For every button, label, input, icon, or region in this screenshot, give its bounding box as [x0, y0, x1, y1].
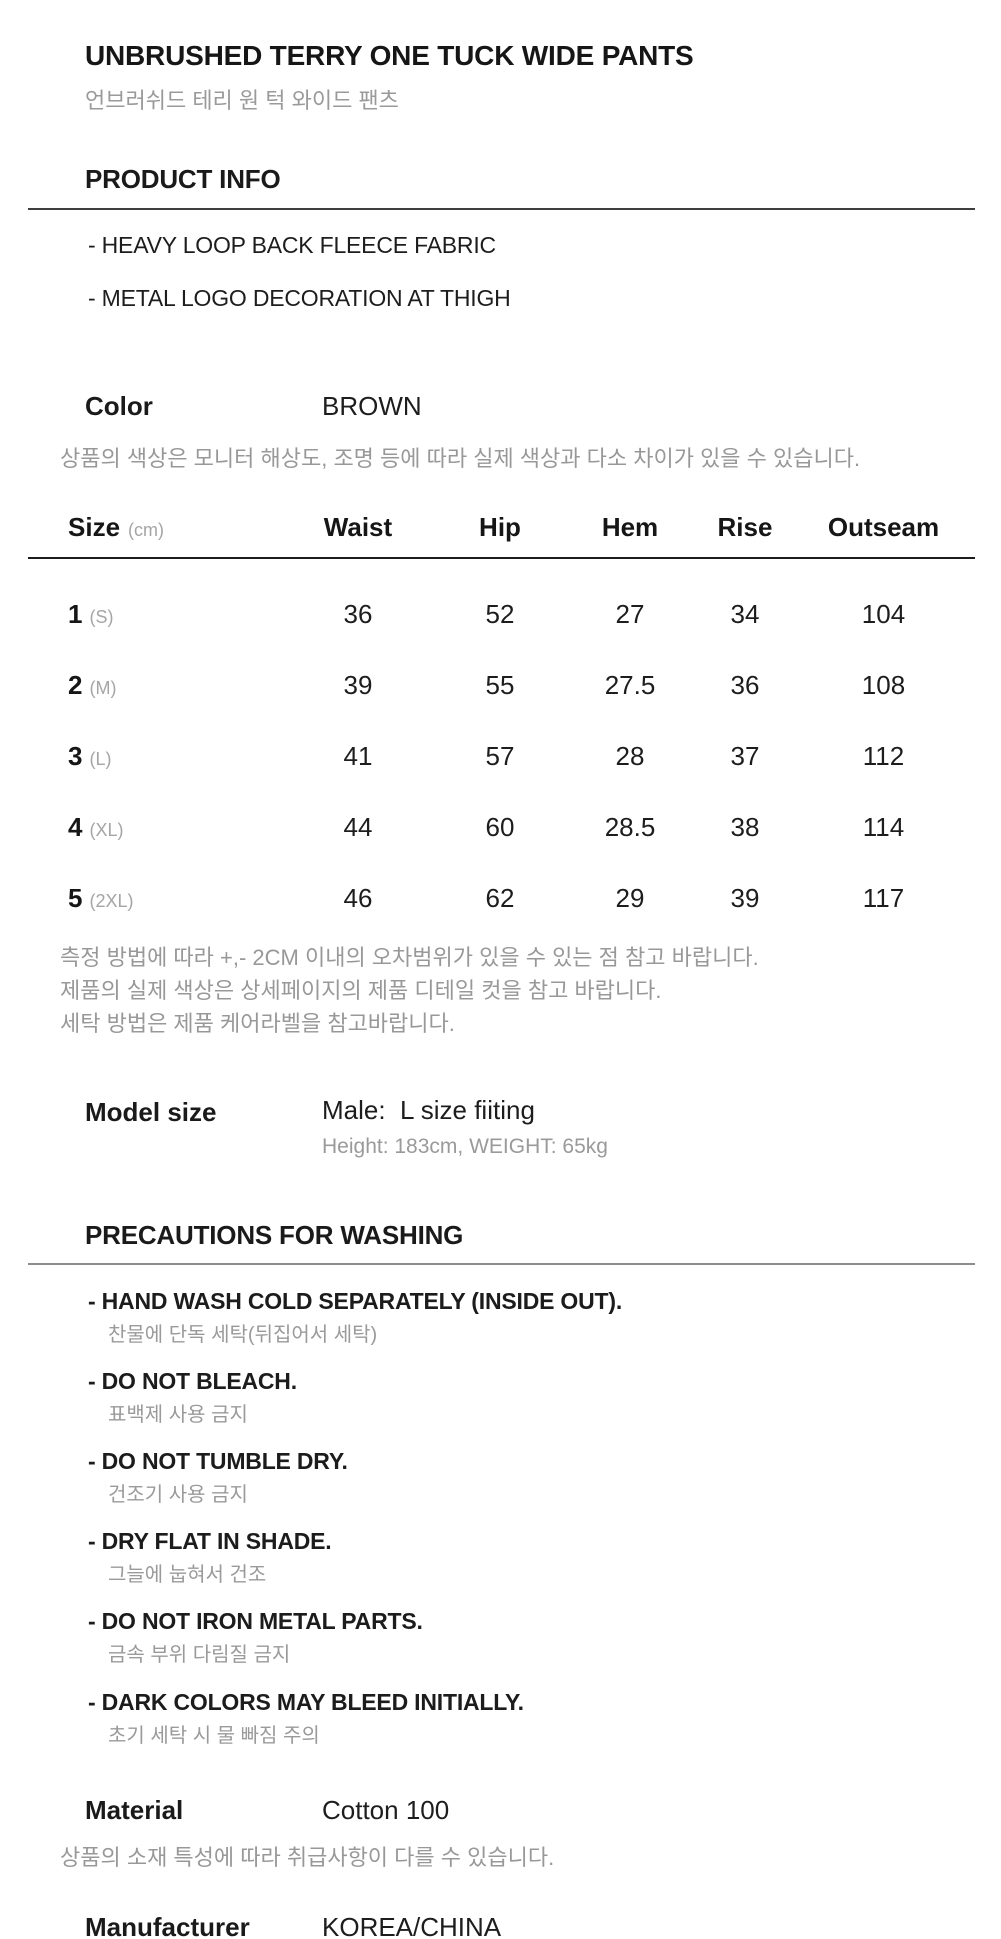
material-label: Material — [85, 1795, 184, 1825]
color-label: Color — [85, 391, 153, 421]
washing-item-kr: 초기 세탁 시 물 빠짐 주의 — [108, 1725, 320, 1747]
washing-item-kr: 표백제 사용 금지 — [108, 1404, 248, 1426]
washing-item-en: - DRY FLAT IN SHADE. — [88, 1528, 332, 1554]
table-row: 4 (XL) 44 60 28.5 38 114 — [28, 812, 975, 843]
hem-cell: 28 — [615, 741, 645, 771]
outseam-cell: 104 — [861, 599, 906, 629]
waist-cell: 44 — [343, 812, 373, 842]
size-table: Size (cm) Waist Hip Hem Rise Outseam 1 (S)… — [28, 512, 975, 914]
size-number: 2 — [68, 670, 83, 700]
size-fit-label: (L) — [89, 749, 112, 769]
rise-cell: 39 — [730, 883, 760, 913]
size-number: 4 — [68, 812, 83, 842]
washing-item-en: - DARK COLORS MAY BLEED INITIALLY. — [88, 1689, 524, 1715]
outseam-cell: 112 — [862, 741, 905, 771]
size-unit-label: (cm) — [128, 520, 165, 540]
size-column-header: Size (cm) — [28, 512, 278, 543]
rise-cell: 34 — [730, 599, 760, 629]
hip-cell: 55 — [485, 670, 515, 700]
model-size-value: Male: L size fiiting — [322, 1095, 535, 1125]
model-size-detail: Height: 183cm, WEIGHT: 65kg — [322, 1135, 608, 1158]
washing-item-en: - DO NOT IRON METAL PARTS. — [88, 1608, 423, 1634]
table-row: 3 (L) 41 57 28 37 112 — [28, 741, 975, 772]
rise-column-header: Rise — [717, 512, 773, 542]
manufacturer-label: Manufacturer — [85, 1912, 250, 1939]
size-note: 세탁 방법은 제품 케어라벨을 참고바랍니다. — [60, 1011, 455, 1036]
rise-cell: 37 — [730, 741, 760, 771]
product-info-item: - METAL LOGO DECORATION AT THIGH — [88, 285, 511, 311]
manufacturer-value: KOREA/CHINA — [322, 1912, 502, 1939]
size-note: 측정 방법에 따라 +,- 2CM 이내의 오차범위가 있을 수 있는 점 참고… — [60, 945, 759, 970]
size-number: 1 — [68, 599, 83, 629]
size-fit-label: (S) — [89, 607, 114, 627]
hip-cell: 60 — [485, 812, 515, 842]
table-row: 5 (2XL) 46 62 29 39 117 — [28, 883, 975, 914]
outseam-column-header: Outseam — [827, 512, 940, 542]
size-table-divider — [28, 557, 975, 559]
washing-item-kr: 그늘에 눕혀서 건조 — [108, 1564, 267, 1586]
table-row: 2 (M) 39 55 27.5 36 108 — [28, 670, 975, 701]
hip-cell: 52 — [485, 599, 515, 629]
rise-cell: 38 — [730, 812, 760, 842]
size-cell: 5 (2XL) — [28, 883, 278, 914]
waist-cell: 39 — [343, 670, 373, 700]
outseam-cell: 108 — [861, 670, 906, 700]
hem-cell: 28.5 — [604, 812, 656, 842]
color-value: BROWN — [322, 391, 422, 421]
washing-item-en: - HAND WASH COLD SEPARATELY (INSIDE OUT)… — [88, 1288, 623, 1314]
hip-column-header: Hip — [479, 512, 521, 542]
washing-item-kr: 찬물에 단독 세탁(뒤집어서 세탁) — [108, 1324, 378, 1346]
hem-cell: 27 — [615, 599, 645, 629]
washing-item-kr: 금속 부위 다림질 금지 — [108, 1644, 291, 1666]
outseam-cell: 114 — [862, 812, 905, 842]
product-info-heading: PRODUCT INFO — [85, 164, 281, 194]
size-cell: 4 (XL) — [28, 812, 278, 843]
waist-cell: 46 — [343, 883, 373, 913]
washing-heading: PRECAUTIONS FOR WASHING — [85, 1220, 464, 1250]
size-fit-label: (XL) — [89, 820, 124, 840]
size-note: 제품의 실제 색상은 상세페이지의 제품 디테일 컷을 참고 바랍니다. — [60, 978, 662, 1003]
hip-cell: 62 — [485, 883, 515, 913]
product-info-item: - HEAVY LOOP BACK FLEECE FABRIC — [88, 232, 496, 258]
waist-cell: 36 — [343, 599, 373, 629]
size-number: 3 — [68, 741, 83, 771]
washing-item-en: - DO NOT BLEACH. — [88, 1368, 297, 1394]
product-title-korean: 언브러쉬드 테리 원 턱 와이드 팬츠 — [85, 88, 399, 113]
size-table-header-row: Size (cm) Waist Hip Hem Rise Outseam — [28, 512, 975, 543]
outseam-cell: 117 — [862, 883, 905, 913]
size-number: 5 — [68, 883, 83, 913]
hem-cell: 27.5 — [604, 670, 656, 700]
table-row: 1 (S) 36 52 27 34 104 — [28, 599, 975, 630]
waist-cell: 41 — [343, 741, 373, 771]
color-disclaimer: 상품의 색상은 모니터 해상도, 조명 등에 따라 실제 색상과 다소 차이가 … — [60, 446, 861, 471]
product-title: UNBRUSHED TERRY ONE TUCK WIDE PANTS — [85, 40, 694, 71]
rise-cell: 36 — [730, 670, 760, 700]
hem-column-header: Hem — [601, 512, 659, 542]
washing-divider — [28, 1263, 975, 1265]
washing-item-en: - DO NOT TUMBLE DRY. — [88, 1448, 348, 1474]
size-header-label: Size — [68, 512, 121, 542]
size-cell: 1 (S) — [28, 599, 278, 630]
product-info-divider — [28, 208, 975, 210]
washing-item-kr: 건조기 사용 금지 — [108, 1484, 248, 1506]
size-fit-label: (2XL) — [89, 891, 134, 911]
model-size-label: Model size — [85, 1097, 217, 1127]
size-cell: 2 (M) — [28, 670, 278, 701]
material-value: Cotton 100 — [322, 1795, 450, 1825]
size-cell: 3 (L) — [28, 741, 278, 772]
hip-cell: 57 — [485, 741, 515, 771]
waist-column-header: Waist — [323, 512, 393, 542]
size-fit-label: (M) — [89, 678, 117, 698]
hem-cell: 29 — [615, 883, 645, 913]
material-disclaimer: 상품의 소재 특성에 따라 취급사항이 다를 수 있습니다. — [60, 1845, 555, 1870]
